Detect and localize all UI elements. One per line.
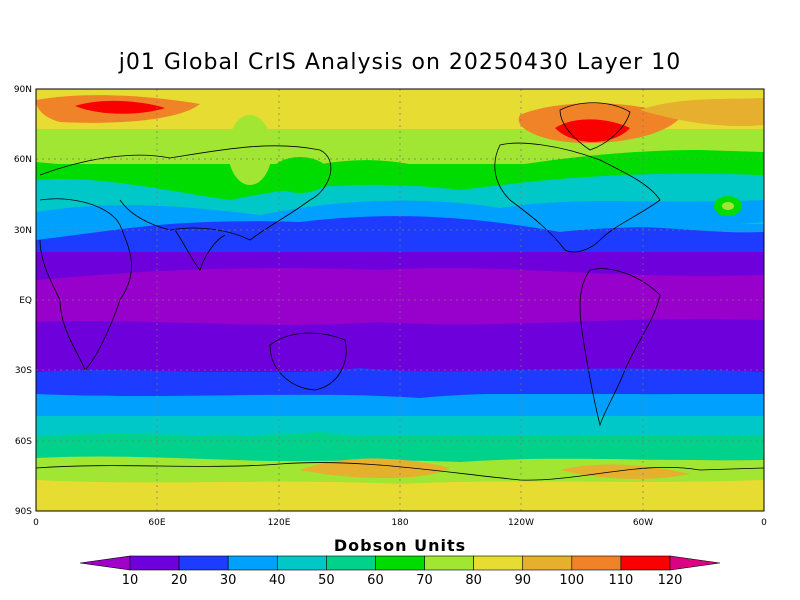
lon-axis: 0 60E 120E 180 120W 60W 0: [33, 518, 767, 528]
map-title: j01 Global CrIS Analysis on 20250430 Lay…: [118, 50, 682, 75]
colorbar-swatch: [571, 555, 622, 571]
colorbar: 10 20 30 40 50 60 70 80 90 100 110 120: [79, 555, 721, 588]
colorbar-label: 40: [269, 573, 286, 588]
colorbar-label: 110: [608, 573, 633, 588]
lon-label: 120E: [268, 518, 291, 528]
lon-label: 60E: [148, 518, 165, 528]
lat-label: 60N: [14, 155, 32, 165]
lat-label: 90N: [14, 85, 32, 95]
lon-label: 180: [391, 518, 408, 528]
colorbar-low-triangle: [79, 555, 131, 571]
lon-label: 0: [761, 518, 767, 528]
colorbar-swatch: [129, 555, 180, 571]
colorbar-label: 20: [171, 573, 188, 588]
colorbar-swatch: [178, 555, 229, 571]
lat-label: EQ: [19, 296, 32, 306]
gridlines: [36, 89, 764, 511]
colorbar-label: 90: [514, 573, 531, 588]
colorbar-label: 80: [465, 573, 482, 588]
colorbar-swatch: [375, 555, 425, 571]
lon-label: 120W: [508, 518, 534, 528]
colorbar-high-triangle: [669, 555, 721, 571]
colorbar-swatch: [620, 555, 671, 571]
colorbar-swatch: [326, 555, 376, 571]
colorbar-swatch: [276, 555, 327, 571]
plot-frame: [35, 88, 765, 512]
colorbar-label: 10: [122, 573, 139, 588]
lat-label: 30S: [15, 366, 32, 376]
coastlines: [36, 102, 764, 481]
lat-axis: 90N 60N 30N EQ 30S 60S 90S: [14, 85, 32, 517]
lon-label: 60W: [633, 518, 653, 528]
lat-label: 60S: [15, 437, 32, 447]
colorbar-label: 30: [220, 573, 237, 588]
colorbar-swatch: [473, 555, 524, 571]
colorbar-title: Dobson Units: [333, 536, 467, 555]
colorbar-label: 60: [367, 573, 384, 588]
lat-label: 90S: [15, 507, 32, 517]
colorbar-label: 120: [658, 573, 683, 588]
colorbar-label: 100: [559, 573, 584, 588]
colorbar-swatch: [227, 555, 278, 571]
lon-label: 0: [33, 518, 39, 528]
colorbar-swatch: [522, 555, 573, 571]
lat-label: 30N: [14, 226, 32, 236]
colorbar-swatch: [424, 555, 474, 571]
colorbar-label: 50: [318, 573, 335, 588]
colorbar-label: 70: [416, 573, 433, 588]
